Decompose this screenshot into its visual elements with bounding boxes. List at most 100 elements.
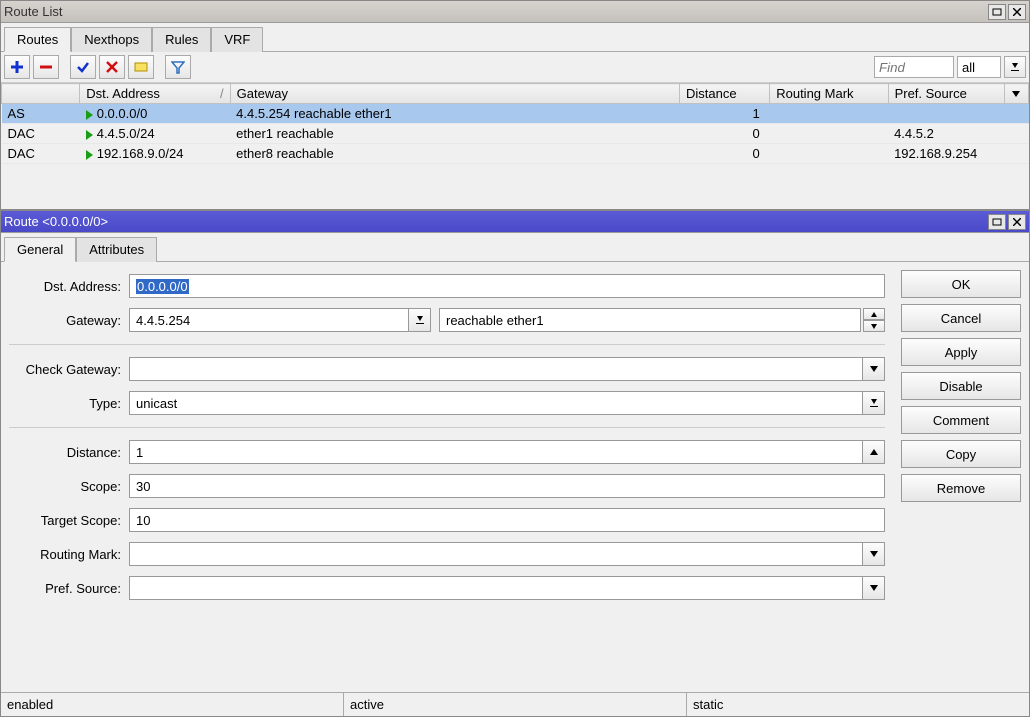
gateway-dropdown-button[interactable]	[409, 308, 431, 332]
titlebar[interactable]: Route List	[1, 1, 1029, 23]
cell-routing-mark	[770, 144, 888, 164]
form-panel: Dst. Address: 0.0.0.0/0 Gateway: 4.4.5.2…	[9, 270, 893, 684]
active-icon	[86, 130, 93, 140]
check-gateway-label: Check Gateway:	[9, 362, 129, 377]
distance-label: Distance:	[9, 445, 129, 460]
close-button[interactable]	[1008, 4, 1026, 20]
side-buttons: OK Cancel Apply Disable Comment Copy Remove	[901, 270, 1021, 684]
column-menu-button[interactable]	[1004, 84, 1028, 104]
titlebar[interactable]: Route <0.0.0.0/0>	[1, 211, 1029, 233]
window-title: Route List	[4, 4, 63, 19]
scope-input[interactable]: 30	[129, 474, 885, 498]
filter-select[interactable]: all	[957, 56, 1001, 78]
cell-flags: AS	[2, 104, 80, 124]
copy-button[interactable]: Copy	[901, 440, 1021, 468]
table-row[interactable]: AS0.0.0.0/04.4.5.254 reachable ether11	[2, 104, 1029, 124]
distance-input[interactable]: 1	[129, 440, 863, 464]
table-row[interactable]: DAC4.4.5.0/24ether1 reachable04.4.5.2	[2, 124, 1029, 144]
cell-distance: 1	[679, 104, 769, 124]
column-header[interactable]: Pref. Source	[888, 84, 1004, 104]
gateway-value: 4.4.5.254	[136, 313, 190, 328]
gateway-add-button[interactable]	[863, 308, 885, 320]
cell-gateway: 4.4.5.254 reachable ether1	[230, 104, 679, 124]
active-icon	[86, 150, 93, 160]
add-button[interactable]	[4, 55, 30, 79]
cell-distance: 0	[679, 144, 769, 164]
cell-pref-source: 4.4.5.2	[888, 124, 1004, 144]
minimize-button[interactable]	[988, 4, 1006, 20]
column-header[interactable]: Routing Mark	[770, 84, 888, 104]
comment-button[interactable]	[128, 55, 154, 79]
cell-distance: 0	[679, 124, 769, 144]
cell-pref-source: 192.168.9.254	[888, 144, 1004, 164]
filter-dropdown-button[interactable]	[1004, 56, 1026, 78]
column-header[interactable]: Gateway	[230, 84, 679, 104]
tab-rules[interactable]: Rules	[152, 27, 211, 52]
tab-vrf[interactable]: VRF	[211, 27, 263, 52]
cancel-button[interactable]: Cancel	[901, 304, 1021, 332]
distance-collapse-button[interactable]	[863, 440, 885, 464]
remove-button[interactable]	[33, 55, 59, 79]
scope-label: Scope:	[9, 479, 129, 494]
find-input[interactable]	[874, 56, 954, 78]
filter-button[interactable]	[165, 55, 191, 79]
disable-button[interactable]	[99, 55, 125, 79]
dst-address-value: 0.0.0.0/0	[136, 279, 189, 294]
cell-routing-mark	[770, 104, 888, 124]
remove-button[interactable]: Remove	[901, 474, 1021, 502]
target-scope-value: 10	[136, 513, 150, 528]
routing-mark-select[interactable]	[129, 542, 863, 566]
disable-button[interactable]: Disable	[901, 372, 1021, 400]
toolbar: all	[1, 52, 1029, 83]
route-list-window: Route List RoutesNexthopsRulesVRF all Ds…	[0, 0, 1030, 210]
tab-general[interactable]: General	[4, 237, 76, 262]
gateway-input[interactable]: 4.4.5.254	[129, 308, 409, 332]
column-header[interactable]	[2, 84, 80, 104]
tab-nexthops[interactable]: Nexthops	[71, 27, 152, 52]
column-header[interactable]: Distance	[679, 84, 769, 104]
window-title: Route <0.0.0.0/0>	[4, 214, 108, 229]
comment-button[interactable]: Comment	[901, 406, 1021, 434]
ok-button[interactable]: OK	[901, 270, 1021, 298]
gateway-label: Gateway:	[9, 313, 129, 328]
routing-mark-expand-button[interactable]	[863, 542, 885, 566]
cell-gateway: ether8 reachable	[230, 144, 679, 164]
cell-dst: 192.168.9.0/24	[80, 144, 230, 164]
apply-button[interactable]: Apply	[901, 338, 1021, 366]
active-icon	[86, 110, 93, 120]
type-select[interactable]: unicast	[129, 391, 863, 415]
type-value: unicast	[136, 396, 177, 411]
cell-dst: 4.4.5.0/24	[80, 124, 230, 144]
status-static: static	[687, 693, 1029, 716]
type-dropdown-button[interactable]	[863, 391, 885, 415]
check-gateway-select[interactable]	[129, 357, 863, 381]
close-button[interactable]	[1008, 214, 1026, 230]
cell-routing-mark	[770, 124, 888, 144]
minimize-button[interactable]	[988, 214, 1006, 230]
dst-address-input[interactable]: 0.0.0.0/0	[129, 274, 885, 298]
gateway-remove-button[interactable]	[863, 320, 885, 332]
cell-flags: DAC	[2, 124, 80, 144]
distance-value: 1	[136, 445, 143, 460]
gateway-stepper[interactable]	[863, 308, 885, 332]
pref-source-select[interactable]	[129, 576, 863, 600]
tab-attributes[interactable]: Attributes	[76, 237, 157, 262]
scope-value: 30	[136, 479, 150, 494]
gateway-status-value: reachable ether1	[446, 313, 544, 328]
type-label: Type:	[9, 396, 129, 411]
status-enabled: enabled	[1, 693, 344, 716]
routes-grid: Dst. Address /GatewayDistanceRouting Mar…	[1, 83, 1029, 209]
target-scope-input[interactable]: 10	[129, 508, 885, 532]
column-header[interactable]: Dst. Address /	[80, 84, 230, 104]
target-scope-label: Target Scope:	[9, 513, 129, 528]
table-row[interactable]: DAC192.168.9.0/24ether8 reachable0192.16…	[2, 144, 1029, 164]
routing-mark-label: Routing Mark:	[9, 547, 129, 562]
enable-button[interactable]	[70, 55, 96, 79]
cell-pref-source	[888, 104, 1004, 124]
check-gateway-expand-button[interactable]	[863, 357, 885, 381]
gateway-status: reachable ether1	[439, 308, 861, 332]
tab-routes[interactable]: Routes	[4, 27, 71, 52]
status-active: active	[344, 693, 687, 716]
status-bar: enabledactivestatic	[1, 692, 1029, 716]
pref-source-expand-button[interactable]	[863, 576, 885, 600]
